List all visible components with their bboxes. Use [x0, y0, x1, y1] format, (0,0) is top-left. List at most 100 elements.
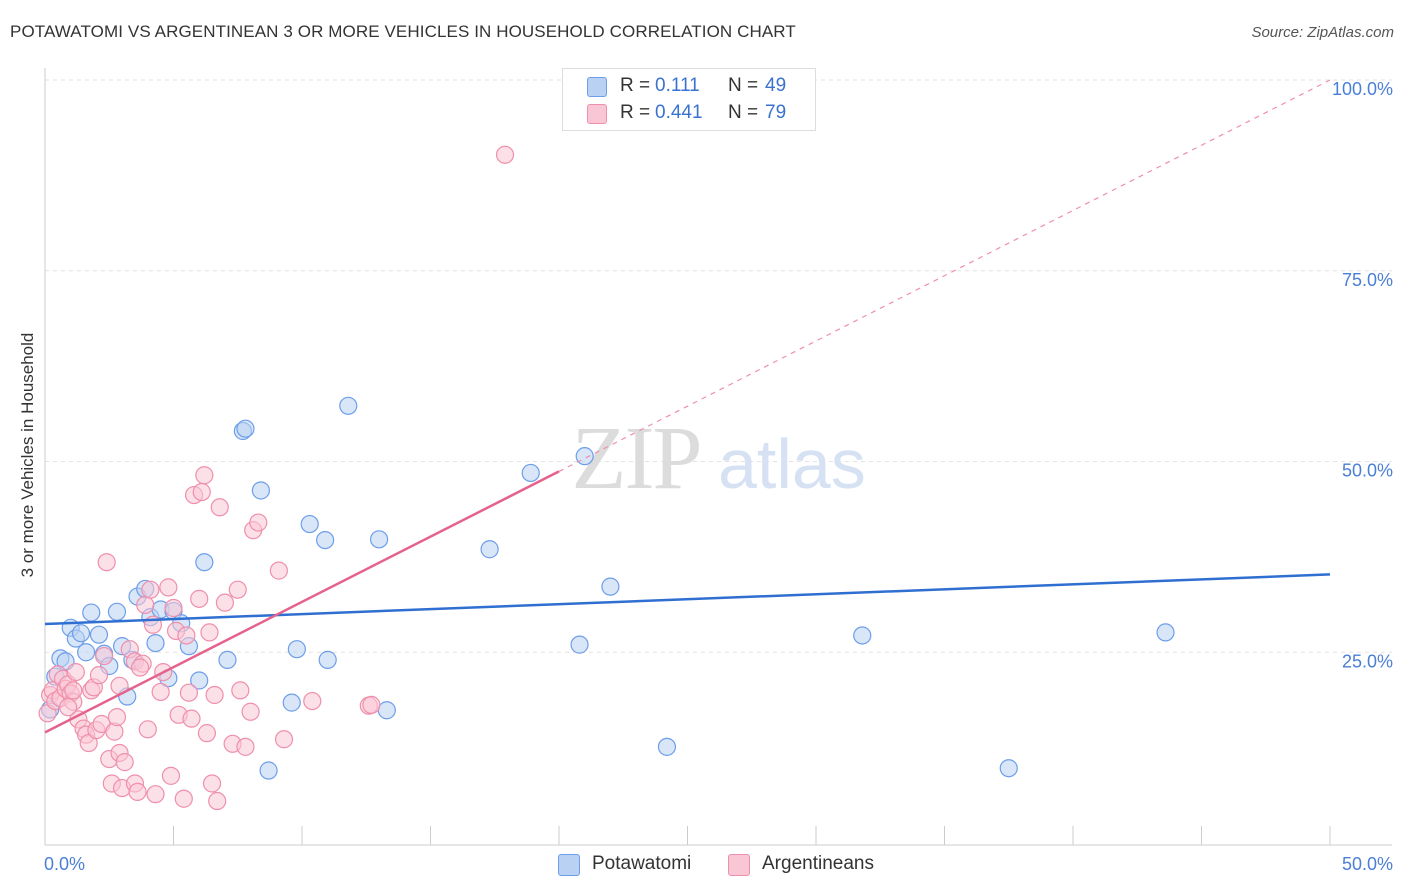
data-point: [77, 643, 96, 662]
data-point: [575, 447, 594, 466]
data-point: [236, 419, 255, 438]
data-point: [999, 759, 1018, 778]
trend-line-extension: [558, 79, 1331, 472]
data-point: [115, 753, 134, 772]
trend-line: [44, 573, 1331, 626]
data-point: [151, 682, 170, 702]
data-point: [141, 580, 160, 599]
data-point: [287, 640, 306, 659]
data-point: [107, 602, 127, 621]
data-point: [107, 708, 127, 727]
legend-r-value: 0.111: [655, 75, 700, 96]
data-point: [97, 553, 116, 572]
legend-label-potawatomi: Potawatomi: [592, 853, 692, 874]
watermark-atlas: atlas: [718, 425, 866, 503]
data-point: [303, 691, 322, 711]
legend-swatch-potawatomi: [587, 77, 607, 97]
data-point: [316, 530, 335, 550]
legend-swatch-potawatomi: [558, 854, 580, 876]
data-point: [362, 695, 381, 714]
data-point: [377, 701, 396, 720]
y-tick-label: 50.0%: [1342, 461, 1393, 481]
data-point: [174, 789, 193, 808]
legend-n-value: 79: [765, 102, 787, 123]
data-point: [241, 702, 260, 721]
data-point: [318, 650, 337, 669]
chart-title: POTAWATOMI VS ARGENTINEAN 3 OR MORE VEHI…: [10, 22, 796, 41]
legend-row-argentineans: R = 0.441 N = 79: [563, 100, 815, 127]
data-point: [300, 514, 319, 534]
y-tick-label: 25.0%: [1342, 651, 1393, 671]
data-point: [251, 481, 270, 500]
data-point: [71, 624, 91, 643]
data-point: [182, 709, 201, 728]
data-point: [66, 662, 85, 682]
data-point: [228, 580, 247, 599]
data-point: [192, 482, 211, 502]
data-point: [521, 463, 540, 483]
legend-r-label: R =: [620, 102, 651, 123]
legend-r-label: R =: [620, 75, 651, 96]
data-point: [130, 658, 150, 677]
data-point: [197, 724, 217, 743]
legend-r-value: 0.441: [655, 102, 703, 123]
data-point: [89, 625, 109, 644]
data-point: [231, 681, 250, 700]
legend-n-value: 49: [765, 75, 787, 96]
data-point: [495, 145, 515, 164]
legend-swatch-argentineans: [728, 854, 750, 876]
data-point: [146, 633, 165, 653]
data-point: [236, 737, 255, 756]
data-point: [195, 466, 214, 485]
trend-line: [44, 470, 560, 734]
data-point: [269, 561, 288, 580]
data-point: [59, 698, 78, 717]
data-point: [138, 720, 157, 739]
data-point: [210, 498, 229, 517]
data-point: [657, 737, 677, 756]
correlation-legend: R = 0.111 N = 49 R = 0.441 N = 79: [562, 68, 816, 131]
data-point: [146, 785, 165, 804]
y-tick-label: 100.0%: [1332, 79, 1393, 99]
data-point: [282, 693, 301, 712]
data-point: [202, 774, 222, 793]
data-point: [195, 553, 214, 572]
data-point: [1156, 623, 1175, 642]
data-point: [179, 683, 199, 702]
data-point: [190, 671, 209, 690]
series-argentineans: [38, 145, 515, 811]
data-point: [215, 593, 234, 612]
data-point: [205, 685, 224, 705]
data-point: [601, 577, 620, 596]
y-axis-label: 3 or more Vehicles in Household: [18, 332, 37, 578]
data-point: [370, 530, 389, 549]
data-point: [208, 791, 227, 811]
data-point: [82, 603, 101, 622]
data-point: [89, 666, 109, 685]
tick-labels: 25.0% 50.0% 75.0% 100.0% 0.0% 50.0%: [44, 79, 1393, 874]
data-point: [274, 730, 294, 749]
y-tick-label: 75.0%: [1342, 270, 1393, 290]
x-tick-label: 50.0%: [1342, 854, 1393, 874]
legend-label-argentineans: Argentineans: [762, 853, 874, 874]
data-point: [259, 761, 278, 780]
data-point: [480, 540, 499, 559]
data-point: [64, 681, 83, 700]
data-point: [218, 650, 237, 669]
data-point: [190, 589, 209, 608]
data-point: [161, 766, 181, 785]
data-point: [95, 646, 114, 666]
source-label: Source: ZipAtlas.com: [1251, 24, 1394, 41]
data-point: [177, 626, 196, 645]
legend-n-label: N =: [728, 75, 759, 96]
data-point: [128, 782, 147, 801]
data-point: [853, 626, 872, 645]
trend-lines: [44, 79, 1331, 734]
data-point: [164, 598, 183, 618]
x-tick-label: 0.0%: [44, 854, 85, 874]
legend-row-potawatomi: R = 0.111 N = 49: [563, 73, 815, 100]
data-point: [200, 623, 219, 642]
data-point: [339, 396, 358, 415]
legend-n-label: N =: [728, 102, 759, 123]
